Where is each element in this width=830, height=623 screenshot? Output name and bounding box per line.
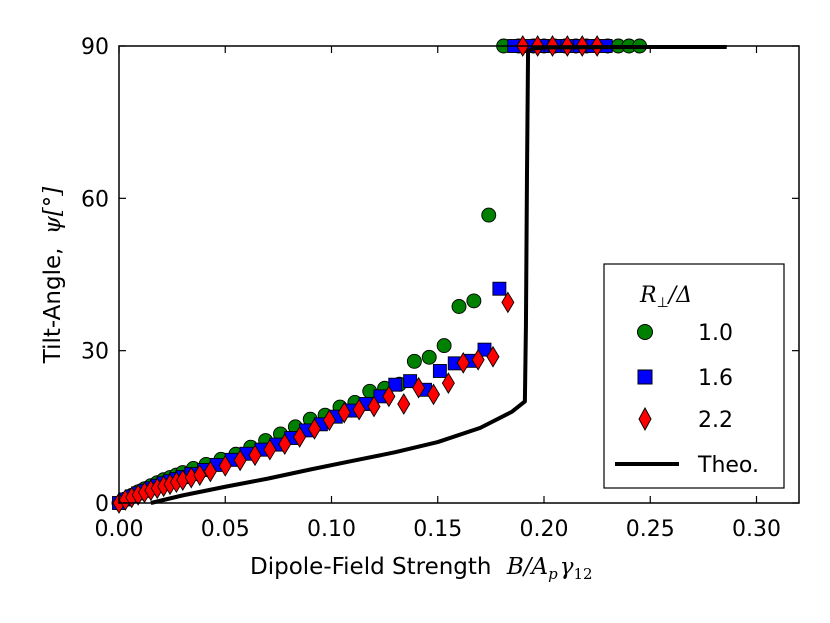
legend-label-2.2: 2.2 [698,408,733,433]
point-2.2 [412,376,426,399]
x-axis-title-sub2: 12 [573,565,592,583]
point-1.0 [436,338,452,354]
point-2.2 [203,460,217,483]
legend-label-theo: Theo. [697,453,759,478]
x-tick-label: 0.20 [520,517,569,542]
x-axis-title-math: B/A [506,554,548,580]
point-2.2 [248,444,262,467]
point-2.2 [382,385,396,408]
x-axis-title-sub1: p [548,565,558,583]
svg-text:Tilt-Angle, ψ[°]: Tilt-Angle, ψ[°] [40,187,66,365]
x-tick-label: 0.15 [413,517,462,542]
x-tick-label: 0.05 [201,517,250,542]
point-1.0 [421,349,437,365]
legend-marker-1.6 [637,369,653,385]
point-2.2 [486,345,500,368]
point-1.6 [388,377,403,392]
svg-text:R⊥/Δ: R⊥/Δ [639,283,692,311]
legend-title-main: R [639,283,657,308]
point-2.2 [233,449,247,472]
point-2.2 [193,464,207,486]
y-axis-title-text: Tilt-Angle, [40,248,66,365]
x-axis-title-text: Dipole-Field Strength [250,554,492,580]
x-tick-label: 0.10 [307,517,356,542]
point-1.0 [466,293,482,309]
y-tick-label: 30 [81,340,109,365]
legend-label-1.6: 1.6 [698,366,733,391]
point-2.2 [322,409,336,432]
point-2.2 [352,398,366,421]
point-1.0 [406,353,422,369]
point-2.2 [263,438,277,461]
point-2.2 [367,395,381,418]
point-2.2 [337,401,351,424]
point-2.2 [456,351,470,374]
legend-marker-2.2 [638,406,652,432]
point-2.2 [501,291,515,314]
point-2.2 [397,393,411,415]
legend-label-1.0: 1.0 [698,321,733,346]
x-axis-title: Dipole-Field Strength B/Apγ12 [250,554,593,583]
point-2.2 [471,348,485,371]
svg-text:Dipole-Field Strength B/: Dipole-Field Strength B/Apγ12 [250,554,593,583]
plot-frame [118,45,800,504]
legend-title-rest: /Δ [667,283,692,308]
y-tick-label: 60 [81,187,109,212]
x-tick-label: 0.00 [95,517,144,542]
legend-title-sub: ⊥ [657,295,669,311]
point-1.6 [432,364,447,378]
point-2.2 [441,372,455,395]
y-tick-label: 0 [95,492,109,517]
x-axis-title-gamma: γ [560,554,574,580]
axis-ticks: 0.00 0.05 0.10 0.15 0.20 0.25 0.30 0 30 60 90 [81,35,799,542]
legend-box [603,263,785,489]
point-2.2 [218,455,232,477]
point-2.2 [426,383,441,406]
legend-marker-1.0 [637,324,653,340]
y-tick-label: 90 [81,35,109,60]
data-marks [111,35,648,514]
point-2.2 [278,433,292,455]
point-1.6 [492,281,507,296]
legend: R⊥/Δ 1.0 1.6 2.2 Theo. [603,263,785,489]
x-tick-label: 0.30 [732,517,781,542]
point-1.0 [451,299,467,314]
point-1.0 [481,207,497,223]
y-axis-title-math: ψ[°] [40,187,66,235]
theory-curve-layer [150,45,727,505]
y-axis-title: Tilt-Angle, ψ[°] [40,187,66,365]
theory-line [150,45,727,505]
x-tick-label: 0.25 [626,517,675,542]
point-2.2 [307,417,322,440]
point-2.2 [293,426,307,448]
